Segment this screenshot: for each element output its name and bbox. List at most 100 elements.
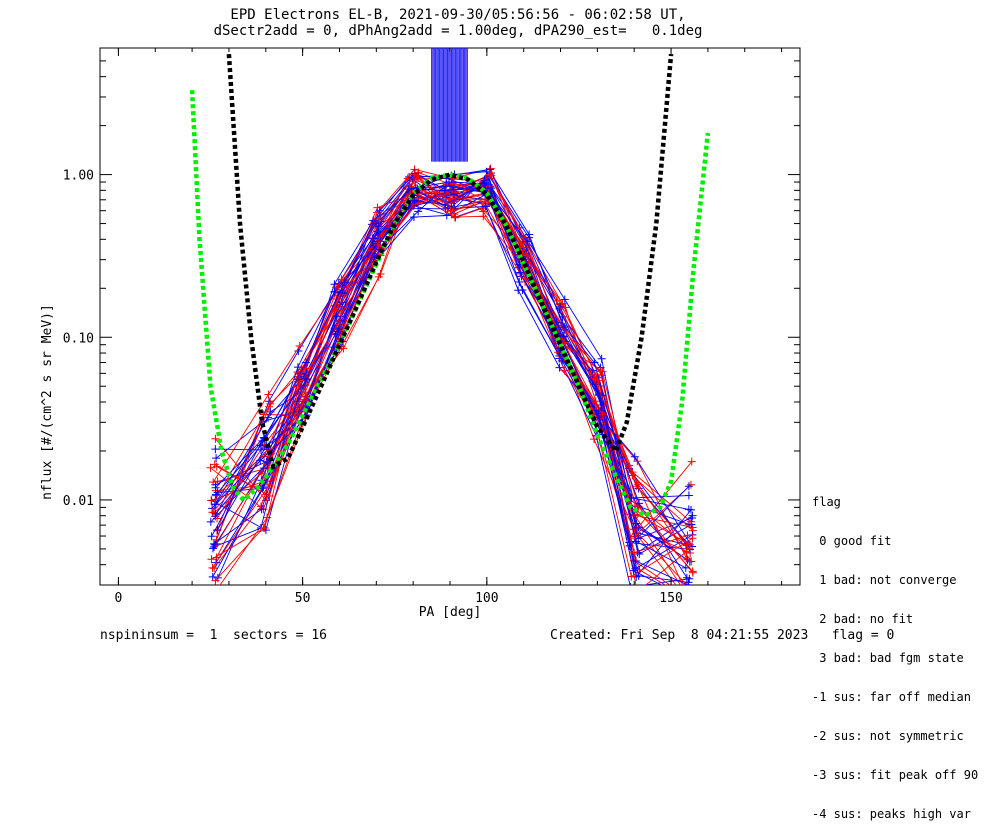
data-point-marker (301, 358, 310, 367)
data-point-marker (487, 171, 496, 180)
data-point-marker (633, 588, 641, 596)
data-point-marker (330, 324, 339, 333)
data-point-marker (449, 205, 458, 214)
data-series-line (211, 172, 687, 569)
data-point-marker (687, 457, 696, 466)
data-point-marker (687, 517, 696, 526)
data-point-marker (257, 445, 266, 454)
data-point-marker (590, 374, 599, 383)
data-point-marker (265, 481, 274, 490)
data-point-marker (627, 572, 636, 581)
data-point-marker (207, 532, 216, 541)
data-point-marker (206, 463, 215, 472)
data-point-marker (259, 482, 268, 491)
data-point-marker (446, 207, 455, 216)
vertical-spike-band (431, 48, 468, 162)
legend-item: -4 sus: peaks high var (812, 807, 971, 821)
data-point-marker (256, 456, 265, 465)
data-point-marker (375, 206, 384, 215)
data-point-marker (371, 219, 380, 228)
data-point-marker (682, 594, 690, 602)
legend-item: 1 bad: not converge (812, 573, 957, 587)
data-point-marker (682, 594, 690, 602)
data-point-marker (257, 469, 266, 478)
data-series-line (217, 205, 691, 550)
legend-item: -3 sus: fit peak off 90 (812, 768, 979, 782)
data-point-marker (207, 496, 216, 505)
axes-group: 0 50 100 150 0.01 0.10 1.00 (63, 47, 800, 606)
data-point-marker (339, 344, 348, 353)
data-point-marker (629, 582, 631, 585)
data-series-line (215, 181, 663, 585)
data-point-marker (407, 184, 416, 193)
data-point-marker (684, 491, 693, 500)
data-point-marker (685, 544, 694, 553)
data-series-line (216, 168, 692, 540)
data-point-marker (446, 197, 455, 206)
data-point-marker (479, 212, 488, 221)
data-point-marker (414, 207, 423, 216)
data-point-marker (684, 578, 693, 585)
data-point-marker (635, 499, 644, 508)
data-point-marker (211, 576, 220, 585)
data-point-marker (686, 480, 695, 489)
data-point-marker (597, 354, 606, 363)
legend-item: 0 good fit (812, 534, 892, 548)
data-series-line (212, 179, 687, 549)
data-point-marker (332, 312, 341, 321)
data-point-marker (210, 460, 219, 469)
data-point-marker (485, 170, 494, 179)
data-point-marker (516, 268, 525, 277)
data-point-marker (263, 458, 272, 467)
data-point-marker (211, 490, 220, 499)
legend-item: 2 bad: no fit (812, 612, 914, 626)
data-point-marker (410, 196, 419, 205)
data-point-marker (372, 223, 381, 232)
data-point-marker (598, 367, 607, 376)
data-point-marker (414, 173, 423, 182)
data-point-marker (442, 193, 451, 202)
data-series-line (217, 175, 692, 578)
data-point-marker (684, 505, 693, 514)
data-point-marker (688, 513, 697, 522)
data-point-marker (630, 548, 639, 557)
data-point-marker (340, 278, 349, 287)
data-point-marker (683, 580, 692, 585)
data-point-marker (211, 483, 220, 492)
data-series-line (212, 194, 690, 585)
data-point-marker (211, 445, 220, 454)
data-point-marker (330, 288, 339, 297)
data-point-marker (207, 555, 216, 564)
data-point-marker (211, 509, 220, 518)
chart-plot: 0 50 100 150 0.01 0.10 1.00 (63, 47, 801, 606)
data-point-marker (525, 233, 533, 242)
data-point-marker (627, 494, 636, 502)
y-axis-label: nflux [#/(cm^2 s sr MeV)] (40, 304, 55, 500)
x-tick-label: 0 (115, 591, 123, 606)
data-point-marker (295, 341, 304, 350)
data-point-marker (293, 401, 302, 410)
data-point-marker (206, 517, 215, 526)
data-series-line (215, 183, 693, 540)
x-axis-label: PA [deg] (418, 605, 482, 620)
data-point-marker (555, 363, 564, 372)
data-point-marker (560, 322, 569, 331)
data-point-marker (260, 524, 269, 533)
data-point-marker (682, 590, 690, 598)
data-point-marker (449, 190, 458, 199)
data-point-marker (597, 391, 606, 400)
data-point-marker (448, 195, 457, 204)
data-point-marker (518, 238, 527, 247)
legend-item: 3 bad: bad fgm state (812, 651, 964, 665)
data-point-marker (684, 482, 693, 491)
data-point-marker (682, 573, 691, 582)
data-point-marker (684, 592, 692, 600)
data-point-marker (596, 406, 605, 415)
data-point-marker (208, 563, 217, 572)
data-series-line (211, 172, 688, 561)
data-point-marker (265, 491, 274, 500)
data-point-marker (560, 295, 569, 304)
data-point-marker (687, 557, 696, 566)
data-point-marker (337, 309, 346, 318)
data-point-marker (683, 531, 692, 540)
